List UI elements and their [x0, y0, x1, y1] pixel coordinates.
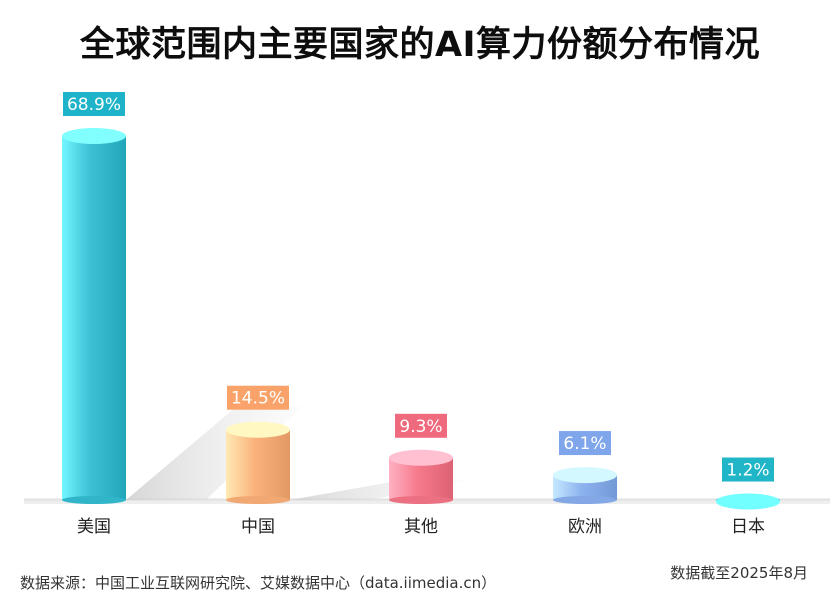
- bar-2: [226, 429, 290, 500]
- bar-1: [62, 136, 126, 500]
- bar-top-4: [553, 467, 617, 484]
- bar-top-5: [716, 493, 780, 510]
- bar-base-2: [226, 496, 290, 504]
- value-label-bg-5: [722, 457, 774, 482]
- category-label-3: 其他: [404, 517, 438, 537]
- value-label-2: 14.5%: [231, 389, 285, 409]
- data-as-of-note: 数据截至2025年8月: [670, 564, 808, 582]
- category-label-5: 日本: [731, 517, 765, 537]
- value-label-5: 1.2%: [726, 461, 769, 481]
- bar-top-3: [389, 449, 453, 466]
- bar-top-2: [226, 421, 290, 438]
- value-label-bg-4: [559, 431, 611, 456]
- value-label-3: 9.3%: [399, 417, 442, 437]
- category-label-2: 中国: [241, 517, 275, 537]
- bar-base-1: [62, 496, 126, 504]
- category-label-1: 美国: [77, 517, 111, 537]
- category-label-4: 欧洲: [568, 517, 602, 537]
- data-source-note: 数据来源：中国工业互联网研究院、艾媒数据中心（data.iimedia.cn）: [20, 574, 497, 592]
- value-label-4: 6.1%: [563, 434, 606, 454]
- bar-base-4: [553, 496, 617, 504]
- value-label-bg-1: [63, 92, 125, 116]
- value-label-bg-3: [395, 413, 447, 438]
- value-label-bg-2: [227, 385, 289, 410]
- bar-top-1: [62, 128, 126, 144]
- chart-title: 全球范围内主要国家的AI算力份额分布情况: [79, 25, 761, 65]
- bar-base-3: [389, 496, 453, 504]
- value-label-1: 68.9%: [67, 95, 121, 115]
